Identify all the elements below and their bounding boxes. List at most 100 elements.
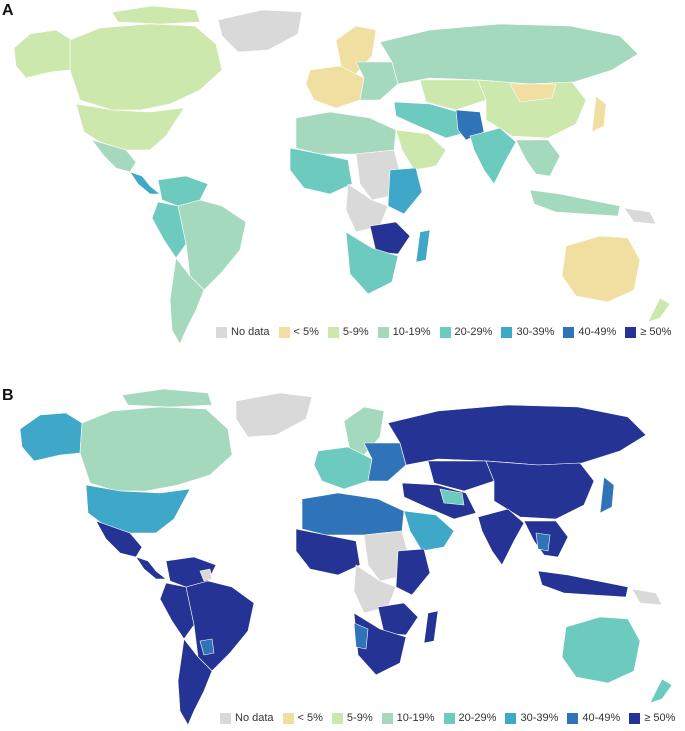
region-madagascar — [415, 229, 431, 263]
region-brazil — [177, 199, 247, 291]
region-guianas — [199, 568, 213, 582]
region-east-africa — [395, 548, 431, 596]
legend-item: 30-39% — [501, 326, 554, 338]
legend-label: 20-29% — [454, 326, 493, 338]
legend-label: 5-9% — [342, 326, 369, 338]
legend-item: No data — [216, 326, 270, 338]
legend-item: 30-39% — [505, 712, 558, 724]
region-mongolia-china — [485, 460, 595, 520]
legend-label: < 5% — [293, 326, 319, 338]
legend-item: 20-29% — [439, 326, 493, 338]
legend-item: 5-9% — [331, 712, 373, 724]
legend-item: < 5% — [282, 712, 323, 724]
legend-item: < 5% — [278, 326, 319, 338]
region-china-interior — [509, 83, 557, 103]
world-map-b — [19, 388, 673, 726]
legend-swatch — [216, 326, 227, 338]
region-argentina-chile — [169, 257, 205, 345]
legend-swatch — [505, 712, 517, 724]
legend-label: 10-19% — [396, 712, 435, 724]
region-new-zealand — [649, 678, 673, 704]
legend-label: 20-29% — [458, 712, 497, 724]
legend-item: No data — [220, 712, 274, 724]
region-arabia — [395, 129, 447, 171]
panel-label-b: B — [2, 387, 14, 404]
region-turkey-iran — [393, 101, 469, 139]
legend-a: No data < 5% 5-9% 10-19% 20-29% 30-39% 40-49% ≥… — [216, 326, 680, 338]
region-australia — [561, 616, 641, 684]
region-iran-core — [439, 488, 465, 506]
region-indonesia — [529, 189, 621, 217]
legend-label: 40-49% — [582, 712, 621, 724]
legend-swatch — [501, 326, 513, 338]
legend-swatch — [625, 326, 637, 338]
region-alaska — [13, 29, 73, 79]
legend-label: 40-49% — [578, 326, 617, 338]
region-usa — [75, 103, 185, 151]
region-alaska — [19, 412, 83, 462]
legend-item: 10-19% — [381, 712, 435, 724]
region-japan — [599, 476, 615, 514]
legend-swatch — [381, 712, 393, 724]
region-argentina-chile — [177, 638, 213, 726]
region-arctic-islands — [121, 388, 213, 408]
legend-b: No data < 5% 5-9% 10-19% 20-29% 30-39% 40-49% ≥… — [220, 712, 684, 724]
region-drc-south — [369, 221, 411, 255]
region-paraguay — [199, 638, 215, 656]
world-map-a — [13, 5, 671, 345]
region-western-europe — [313, 446, 373, 490]
legend-label: No data — [235, 712, 274, 724]
legend-label: ≥ 50% — [640, 326, 672, 338]
region-west-africa — [289, 147, 353, 195]
region-southern-africa — [345, 231, 399, 295]
legend-swatch — [563, 326, 575, 338]
map-panel-a: A — [0, 0, 685, 360]
legend-swatch — [443, 712, 455, 724]
region-japan — [591, 95, 607, 133]
legend-swatch — [331, 712, 343, 724]
legend-swatch — [439, 326, 451, 338]
region-indonesia — [537, 570, 629, 598]
region-canada — [79, 406, 233, 492]
region-thailand — [535, 532, 551, 552]
legend-item: 10-19% — [377, 326, 431, 338]
region-australia — [561, 235, 641, 303]
legend-label: ≥ 50% — [644, 712, 676, 724]
legend-item: 40-49% — [567, 712, 620, 724]
legend-item: 20-29% — [443, 712, 497, 724]
region-southeast-asia — [515, 139, 561, 177]
legend-label: < 5% — [297, 712, 323, 724]
region-north-africa — [295, 111, 397, 155]
region-kazakhstan — [427, 460, 495, 492]
region-west-africa — [295, 528, 361, 576]
legend-item: 40-49% — [563, 326, 616, 338]
legend-label: 30-39% — [520, 712, 559, 724]
region-russia — [379, 23, 639, 85]
legend-item: 5-9% — [327, 326, 369, 338]
legend-label: 5-9% — [346, 712, 373, 724]
region-arabia — [403, 510, 455, 552]
legend-swatch — [282, 712, 294, 724]
region-central-america — [135, 556, 167, 580]
region-north-africa — [301, 492, 405, 536]
legend-swatch — [327, 326, 339, 338]
region-png — [623, 207, 657, 225]
map-panel-b: B — [0, 385, 685, 731]
region-east-africa — [387, 167, 423, 215]
region-india — [477, 508, 525, 566]
region-namibia — [353, 622, 369, 650]
region-png — [631, 588, 663, 606]
region-russia — [387, 404, 647, 466]
legend-label: 30-39% — [516, 326, 555, 338]
region-madagascar — [423, 610, 439, 644]
region-greenland — [217, 9, 303, 53]
legend-swatch — [220, 712, 231, 724]
legend-item: ≥ 50% — [625, 326, 671, 338]
region-canada — [69, 23, 223, 111]
legend-item: ≥ 50% — [629, 712, 675, 724]
legend-label: No data — [231, 326, 270, 338]
legend-swatch — [278, 326, 290, 338]
legend-swatch — [377, 326, 389, 338]
region-new-zealand — [647, 297, 671, 323]
region-western-europe — [305, 65, 365, 109]
